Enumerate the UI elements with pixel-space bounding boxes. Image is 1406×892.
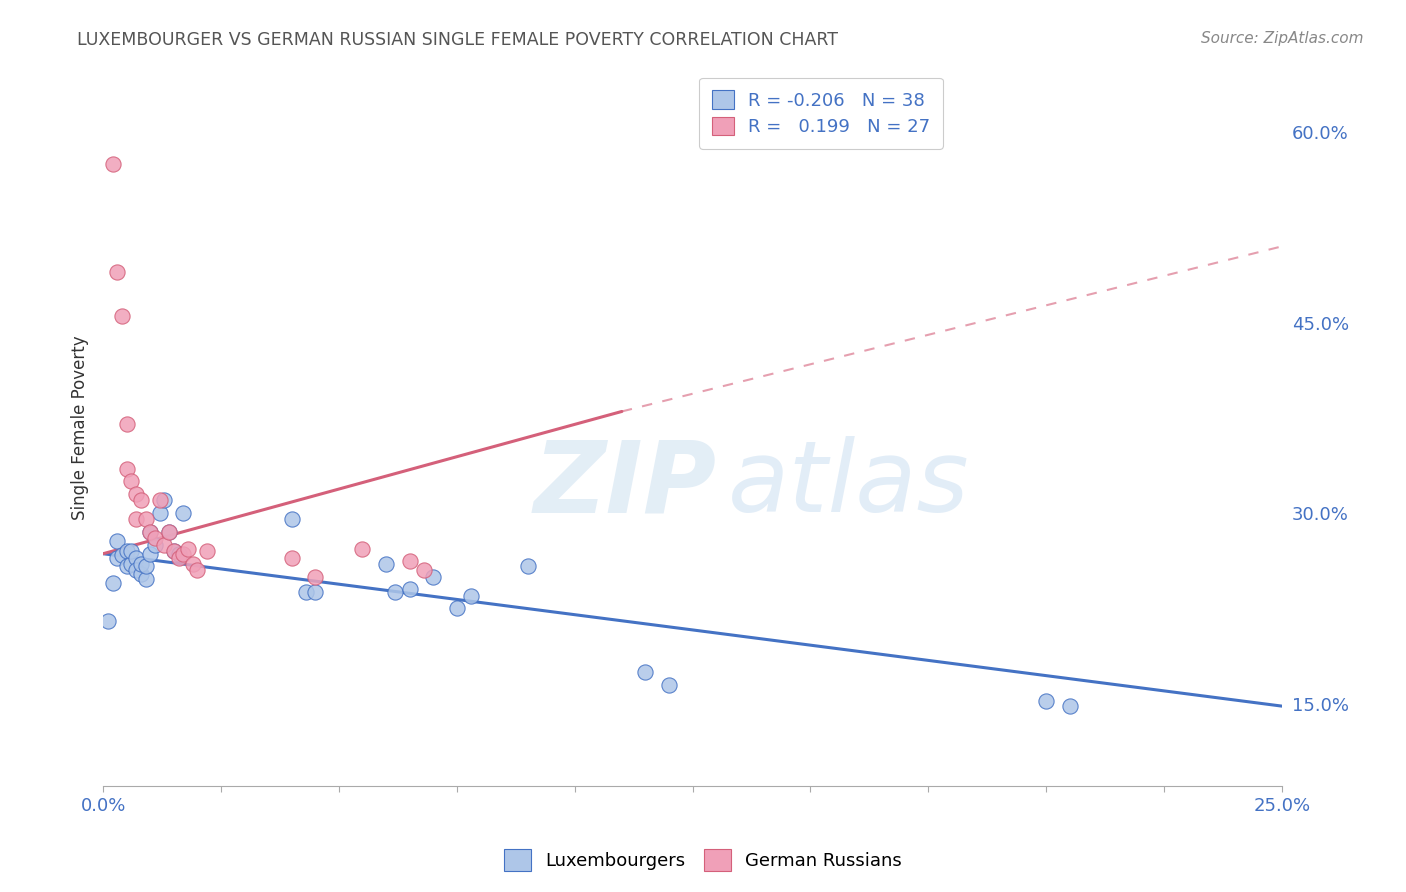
Point bbox=[129, 493, 152, 508]
Point bbox=[125, 563, 148, 577]
Point bbox=[143, 532, 166, 546]
Point bbox=[105, 550, 128, 565]
Point bbox=[163, 544, 186, 558]
Point bbox=[105, 534, 128, 549]
Point bbox=[280, 512, 302, 526]
Point bbox=[163, 544, 186, 558]
Point bbox=[375, 557, 398, 571]
Point bbox=[120, 544, 142, 558]
Point bbox=[1035, 694, 1057, 708]
Point bbox=[125, 550, 148, 565]
Point bbox=[111, 309, 134, 323]
Point bbox=[135, 559, 157, 574]
Point bbox=[125, 512, 148, 526]
Point bbox=[280, 550, 302, 565]
Point bbox=[139, 525, 162, 540]
Point bbox=[412, 563, 434, 577]
Point bbox=[167, 547, 190, 561]
Point bbox=[181, 557, 204, 571]
Point bbox=[135, 512, 157, 526]
Point bbox=[129, 567, 152, 582]
Point bbox=[149, 506, 172, 520]
Text: LUXEMBOURGER VS GERMAN RUSSIAN SINGLE FEMALE POVERTY CORRELATION CHART: LUXEMBOURGER VS GERMAN RUSSIAN SINGLE FE… bbox=[77, 31, 838, 49]
Point bbox=[115, 559, 138, 574]
Point bbox=[97, 614, 120, 628]
Point bbox=[167, 550, 190, 565]
Point bbox=[139, 525, 162, 540]
Point bbox=[295, 584, 318, 599]
Point bbox=[115, 417, 138, 432]
Point bbox=[1059, 699, 1081, 714]
Point bbox=[115, 544, 138, 558]
Point bbox=[125, 487, 148, 501]
Point bbox=[304, 569, 326, 583]
Point bbox=[172, 506, 194, 520]
Legend: Luxembourgers, German Russians: Luxembourgers, German Russians bbox=[496, 842, 910, 879]
Point bbox=[516, 559, 538, 574]
Point bbox=[135, 572, 157, 586]
Text: Source: ZipAtlas.com: Source: ZipAtlas.com bbox=[1201, 31, 1364, 46]
Point bbox=[304, 584, 326, 599]
Point bbox=[101, 157, 124, 171]
Y-axis label: Single Female Poverty: Single Female Poverty bbox=[72, 335, 89, 520]
Point bbox=[398, 582, 420, 597]
Point bbox=[446, 601, 468, 615]
Point bbox=[352, 541, 374, 556]
Point bbox=[186, 563, 208, 577]
Point bbox=[115, 461, 138, 475]
Point bbox=[172, 547, 194, 561]
Point bbox=[120, 475, 142, 489]
Point bbox=[658, 677, 681, 691]
Point bbox=[120, 557, 142, 571]
Point bbox=[157, 525, 180, 540]
Point bbox=[153, 538, 176, 552]
Point bbox=[129, 557, 152, 571]
Text: atlas: atlas bbox=[728, 436, 970, 533]
Point bbox=[195, 544, 218, 558]
Legend: R = -0.206   N = 38, R =   0.199   N = 27: R = -0.206 N = 38, R = 0.199 N = 27 bbox=[699, 78, 943, 149]
Point bbox=[101, 576, 124, 591]
Point bbox=[634, 665, 657, 679]
Point bbox=[105, 265, 128, 279]
Point bbox=[157, 525, 180, 540]
Point bbox=[149, 493, 172, 508]
Point bbox=[460, 589, 482, 603]
Point bbox=[398, 554, 420, 568]
Point bbox=[111, 548, 134, 562]
Point bbox=[139, 547, 162, 561]
Point bbox=[153, 493, 176, 508]
Point bbox=[422, 569, 444, 583]
Point bbox=[384, 584, 406, 599]
Point bbox=[177, 541, 200, 556]
Text: ZIP: ZIP bbox=[533, 436, 716, 533]
Point bbox=[143, 538, 166, 552]
